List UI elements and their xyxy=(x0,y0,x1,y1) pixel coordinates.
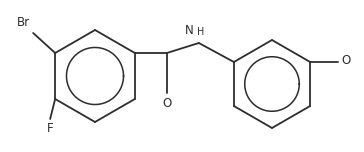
Text: H: H xyxy=(197,27,204,37)
Text: N: N xyxy=(185,24,194,37)
Text: Br: Br xyxy=(17,16,30,29)
Text: F: F xyxy=(47,122,54,135)
Text: O: O xyxy=(162,97,171,110)
Text: O: O xyxy=(341,55,351,67)
